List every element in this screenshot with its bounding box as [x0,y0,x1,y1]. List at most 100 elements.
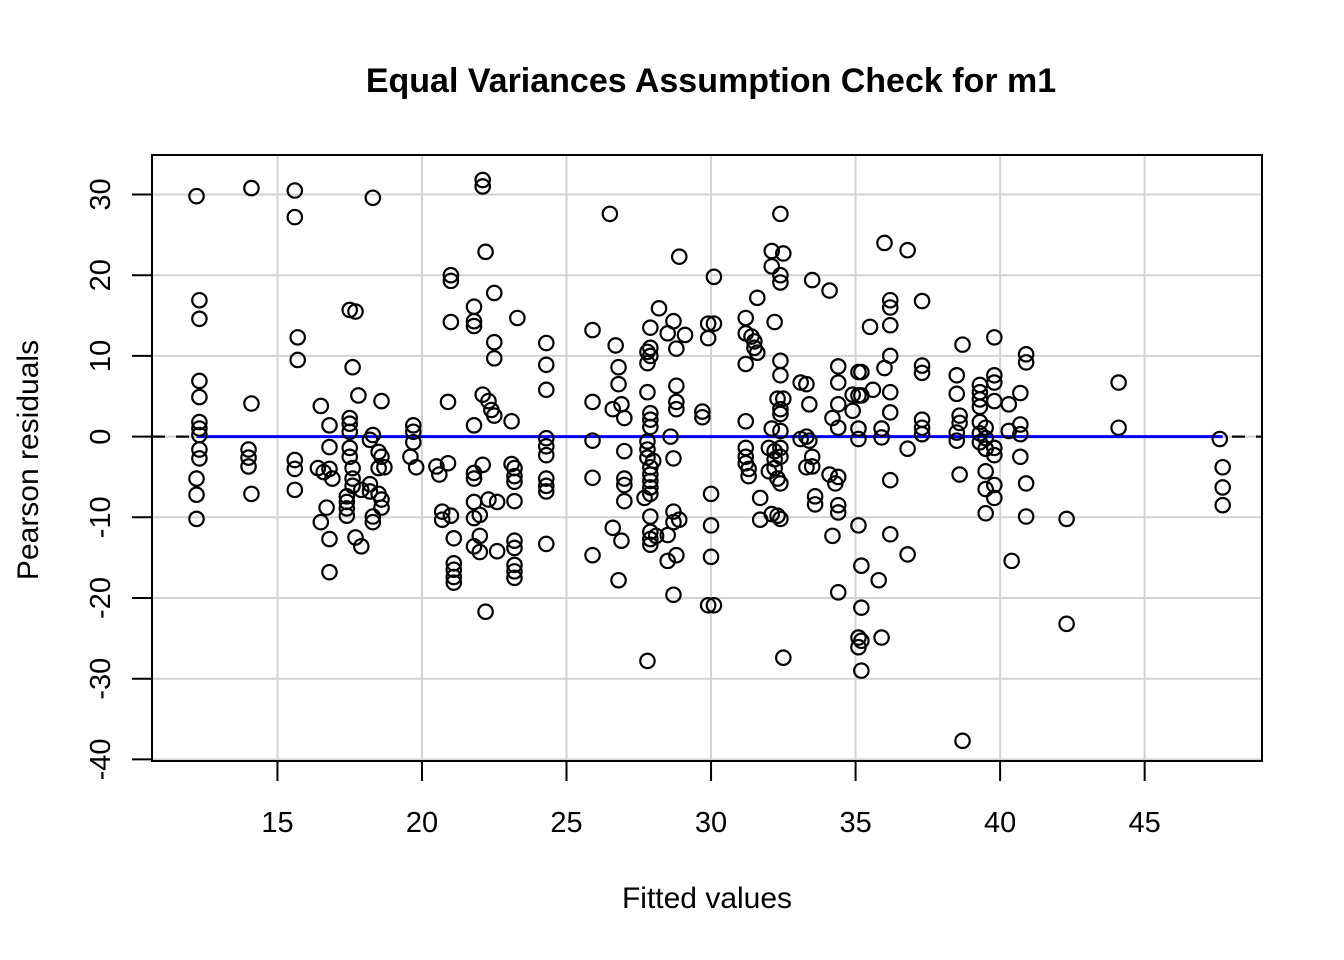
data-point [471,527,489,545]
data-point [188,486,205,504]
data-point [445,568,463,586]
data-point [737,309,755,327]
data-point [439,393,457,411]
data-point [665,586,682,604]
data-point [445,529,463,547]
data-point [801,396,818,413]
data-point [792,430,809,448]
data-point [616,492,633,510]
data-point [829,396,847,413]
data-point [240,458,257,475]
data-point [642,411,659,428]
data-point [829,496,847,514]
data-point [610,571,627,589]
data-point [537,381,555,399]
data-point [431,466,448,483]
data-point [1214,496,1231,514]
data-point [801,432,818,449]
data-point [881,383,899,401]
data-point [321,417,338,434]
data-point [364,508,382,525]
data-point [465,312,483,330]
data-point [642,319,659,336]
data-point [1012,425,1029,443]
data-point [442,272,460,290]
data-point [584,321,601,339]
data-point [191,388,208,406]
data-point [850,430,867,448]
data-point [324,470,341,487]
data-point [668,393,685,411]
plot-border [151,154,1263,762]
data-point [465,470,483,487]
data-point [474,456,491,474]
data-point [537,356,555,374]
data-point [772,366,789,384]
data-point [240,441,257,458]
data-point [748,289,766,307]
data-point [829,504,847,521]
data-point [853,662,870,679]
data-point [913,357,931,374]
data-point [370,459,387,477]
data-point [604,519,622,537]
y-axis-title: Pearson residuals [12,340,45,580]
data-point [951,414,968,432]
data-point [699,596,717,614]
chart-title: Equal Variances Assumption Check for m1 [366,62,1056,100]
data-point [191,450,208,467]
data-point [286,451,304,469]
data-point [853,599,870,616]
data-point [986,329,1003,346]
data-point [488,542,506,560]
data-point [775,245,792,262]
data-point [775,649,792,667]
data-point [613,532,630,550]
data-point [951,466,968,483]
data-point [772,274,789,291]
data-point [321,530,338,548]
data-point [971,413,989,431]
data-point [821,466,838,483]
data-point [824,527,841,545]
data-point [439,454,457,472]
data-point [948,366,966,384]
data-point [881,404,899,421]
data-point [951,407,968,424]
data-point [772,422,789,440]
data-point [191,413,208,431]
data-point [829,374,847,391]
data-point [286,460,304,478]
data-point [243,179,260,197]
data-point [604,400,622,418]
data-point [769,390,786,407]
y-tick-label: -40 [85,738,117,780]
data-point [465,317,483,335]
y-tick-label: 10 [85,340,117,372]
y-tick-label: -20 [85,577,117,619]
data-point [433,511,451,529]
data-point [642,536,659,554]
data-point [537,477,555,495]
data-point [806,488,824,505]
x-tick-label: 15 [261,807,293,839]
data-point [465,417,483,434]
data-point [977,419,994,437]
data-point [803,271,821,289]
data-point [899,440,916,458]
data-point [537,437,555,455]
data-point [485,350,503,367]
data-point [373,448,390,466]
data-point [772,475,789,492]
data-point [321,563,338,581]
data-point [405,417,422,434]
data-point [537,334,555,352]
data-point [537,470,555,487]
data-point [639,652,656,670]
data-point [737,448,755,466]
plot-area: 15 20 25 30 35 40 45 30 20 10 0 -10 -20 -30 -40 [85,154,1263,839]
data-point [477,603,494,621]
data-point [471,543,489,561]
data-point [668,377,685,395]
x-tick-label: 45 [1129,807,1161,839]
